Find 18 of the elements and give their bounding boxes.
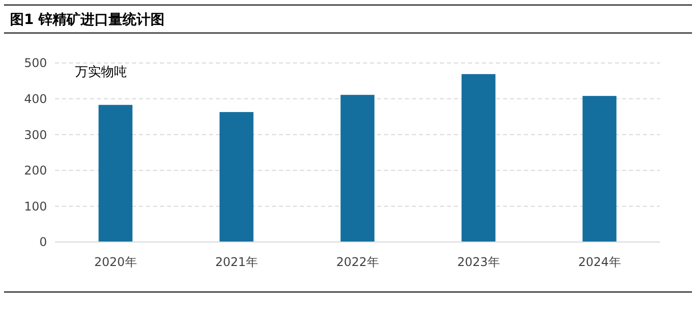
bar xyxy=(462,74,496,242)
x-tick-label: 2023年 xyxy=(457,255,500,269)
bar xyxy=(582,96,616,242)
bar xyxy=(220,112,254,242)
y-tick-label: 0 xyxy=(39,235,47,250)
x-tick-label: 2024年 xyxy=(578,255,621,269)
bar xyxy=(98,104,132,242)
y-axis-title: 万实物吨 xyxy=(75,65,127,80)
y-tick-label: 200 xyxy=(24,164,47,178)
bar xyxy=(340,94,374,242)
x-tick-label: 2021年 xyxy=(215,255,258,269)
y-tick-label: 300 xyxy=(24,128,47,142)
x-tick-label: 2020年 xyxy=(94,255,137,269)
y-tick-label: 100 xyxy=(24,199,47,214)
chart-title: 图1 锌精矿进口量统计图 xyxy=(10,11,165,28)
y-tick-label: 500 xyxy=(24,56,47,70)
x-tick-label: 2022年 xyxy=(336,255,379,269)
y-tick-label: 400 xyxy=(24,92,47,106)
